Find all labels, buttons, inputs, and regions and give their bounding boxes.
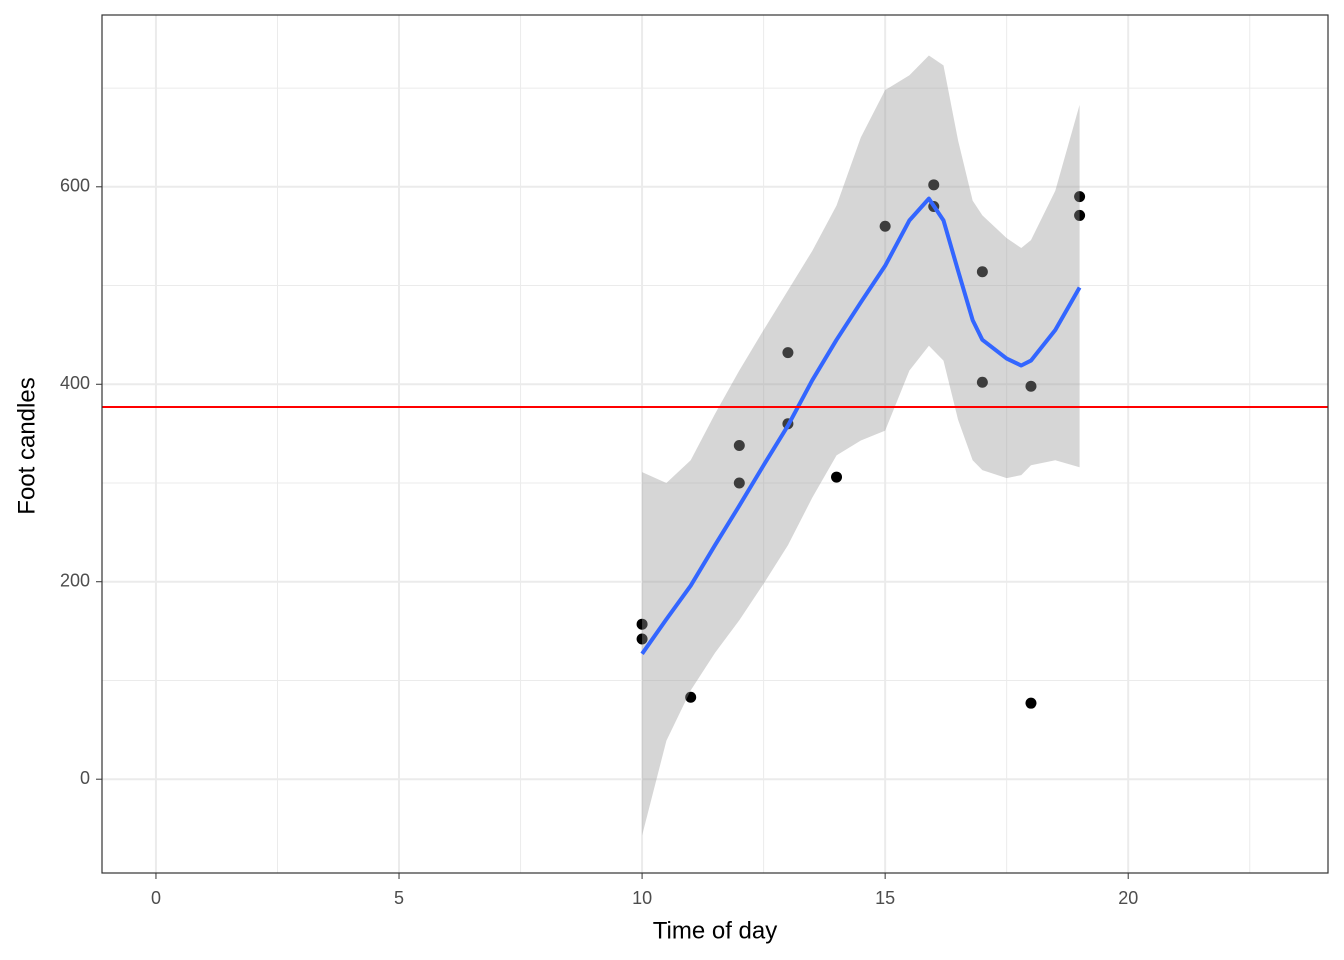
y-axis-title: Foot candles (13, 377, 40, 514)
x-tick-label: 15 (875, 888, 895, 908)
point (831, 471, 843, 483)
point (976, 266, 988, 278)
point (733, 477, 745, 489)
point (782, 347, 794, 359)
point (733, 439, 745, 451)
y-tick-label: 200 (60, 570, 90, 590)
x-tick-label: 0 (151, 888, 161, 908)
x-tick-label: 10 (632, 888, 652, 908)
y-tick-label: 600 (60, 176, 90, 196)
point (928, 179, 940, 191)
point (685, 691, 697, 703)
point (636, 618, 648, 630)
x-axis-title: Time of day (653, 917, 778, 944)
point (1074, 209, 1086, 221)
x-tick-label: 20 (1118, 888, 1138, 908)
point (1074, 191, 1086, 203)
panel-border (101, 14, 1329, 874)
x-tick-label: 5 (394, 888, 404, 908)
panel (102, 15, 1328, 873)
point (879, 220, 891, 232)
confidence-band (642, 55, 1080, 836)
smooth-line (640, 196, 1082, 655)
y-tick-label: 400 (60, 373, 90, 393)
point (976, 376, 988, 388)
point (1025, 380, 1037, 392)
point (636, 633, 648, 645)
y-tick-label: 0 (80, 768, 90, 788)
point (1025, 697, 1037, 709)
